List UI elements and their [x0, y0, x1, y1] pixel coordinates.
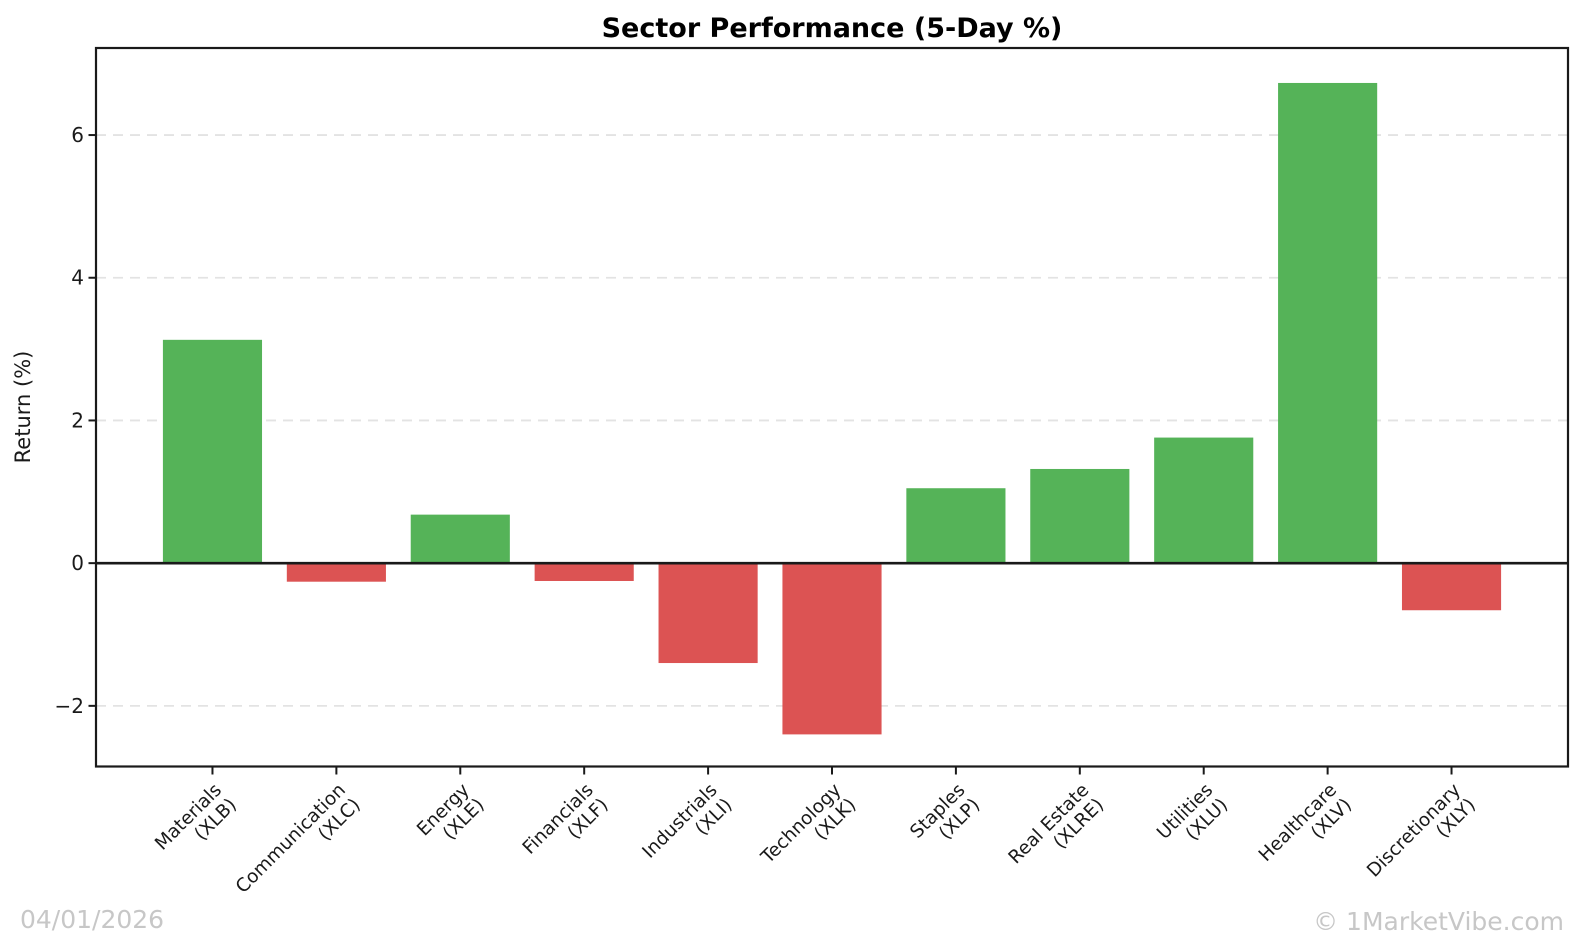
bar-xlu [1154, 437, 1254, 564]
x-tick-label-xlf: Financials(XLF) [519, 780, 613, 874]
bar-xlb [162, 339, 263, 564]
copyright-watermark: © 1MarketVibe.com [1313, 907, 1564, 936]
bar-xli [658, 563, 758, 664]
bar-xly [1401, 563, 1502, 611]
x-tick-label-xlp: Staples(XLP) [906, 780, 984, 858]
x-tick-label-xlc: Communication(XLC) [232, 780, 365, 913]
y-tick-label--2: −2 [55, 694, 84, 718]
y-tick-label-0: 0 [71, 551, 84, 575]
y-axis-label: Return (%) [11, 351, 35, 464]
bar-xlp [906, 488, 1006, 564]
x-tick-label-xli: Industrials(XLI) [639, 780, 737, 878]
x-tick-label-xlk: Technology(XLK) [757, 780, 861, 884]
y-tick-label-2: 2 [71, 408, 84, 432]
x-tick-label-xly: Discretionary(XLY) [1363, 780, 1480, 897]
y-tick-label-6: 6 [71, 123, 84, 147]
bar-xlf [534, 563, 634, 581]
x-axis-ticks: Materials(XLB)Communication(XLC) Energy(X… [151, 766, 1480, 913]
bar-xle [410, 514, 510, 564]
x-tick-label-xlb: Materials(XLB) [151, 780, 241, 870]
y-axis-ticks: −2 0 2 4 6 [55, 123, 96, 718]
y-tick-label-4: 4 [71, 266, 84, 290]
x-tick-label-xle: Energy(XLE) [413, 780, 489, 856]
bars [162, 82, 1502, 735]
bar-xlk [782, 563, 882, 735]
x-tick-label-xlu: Utilities(XLU) [1153, 780, 1232, 859]
bar-xlv [1278, 82, 1378, 564]
bar-xlre [1030, 468, 1130, 564]
chart-title: Sector Performance (5-Day %) [602, 13, 1063, 44]
date-watermark: 04/01/2026 [20, 905, 164, 934]
x-tick-label-xlre: Real Estate(XLRE) [1005, 780, 1108, 883]
x-tick-label-xlv: Healthcare(XLV) [1255, 780, 1356, 881]
bar-xlc [286, 563, 386, 582]
